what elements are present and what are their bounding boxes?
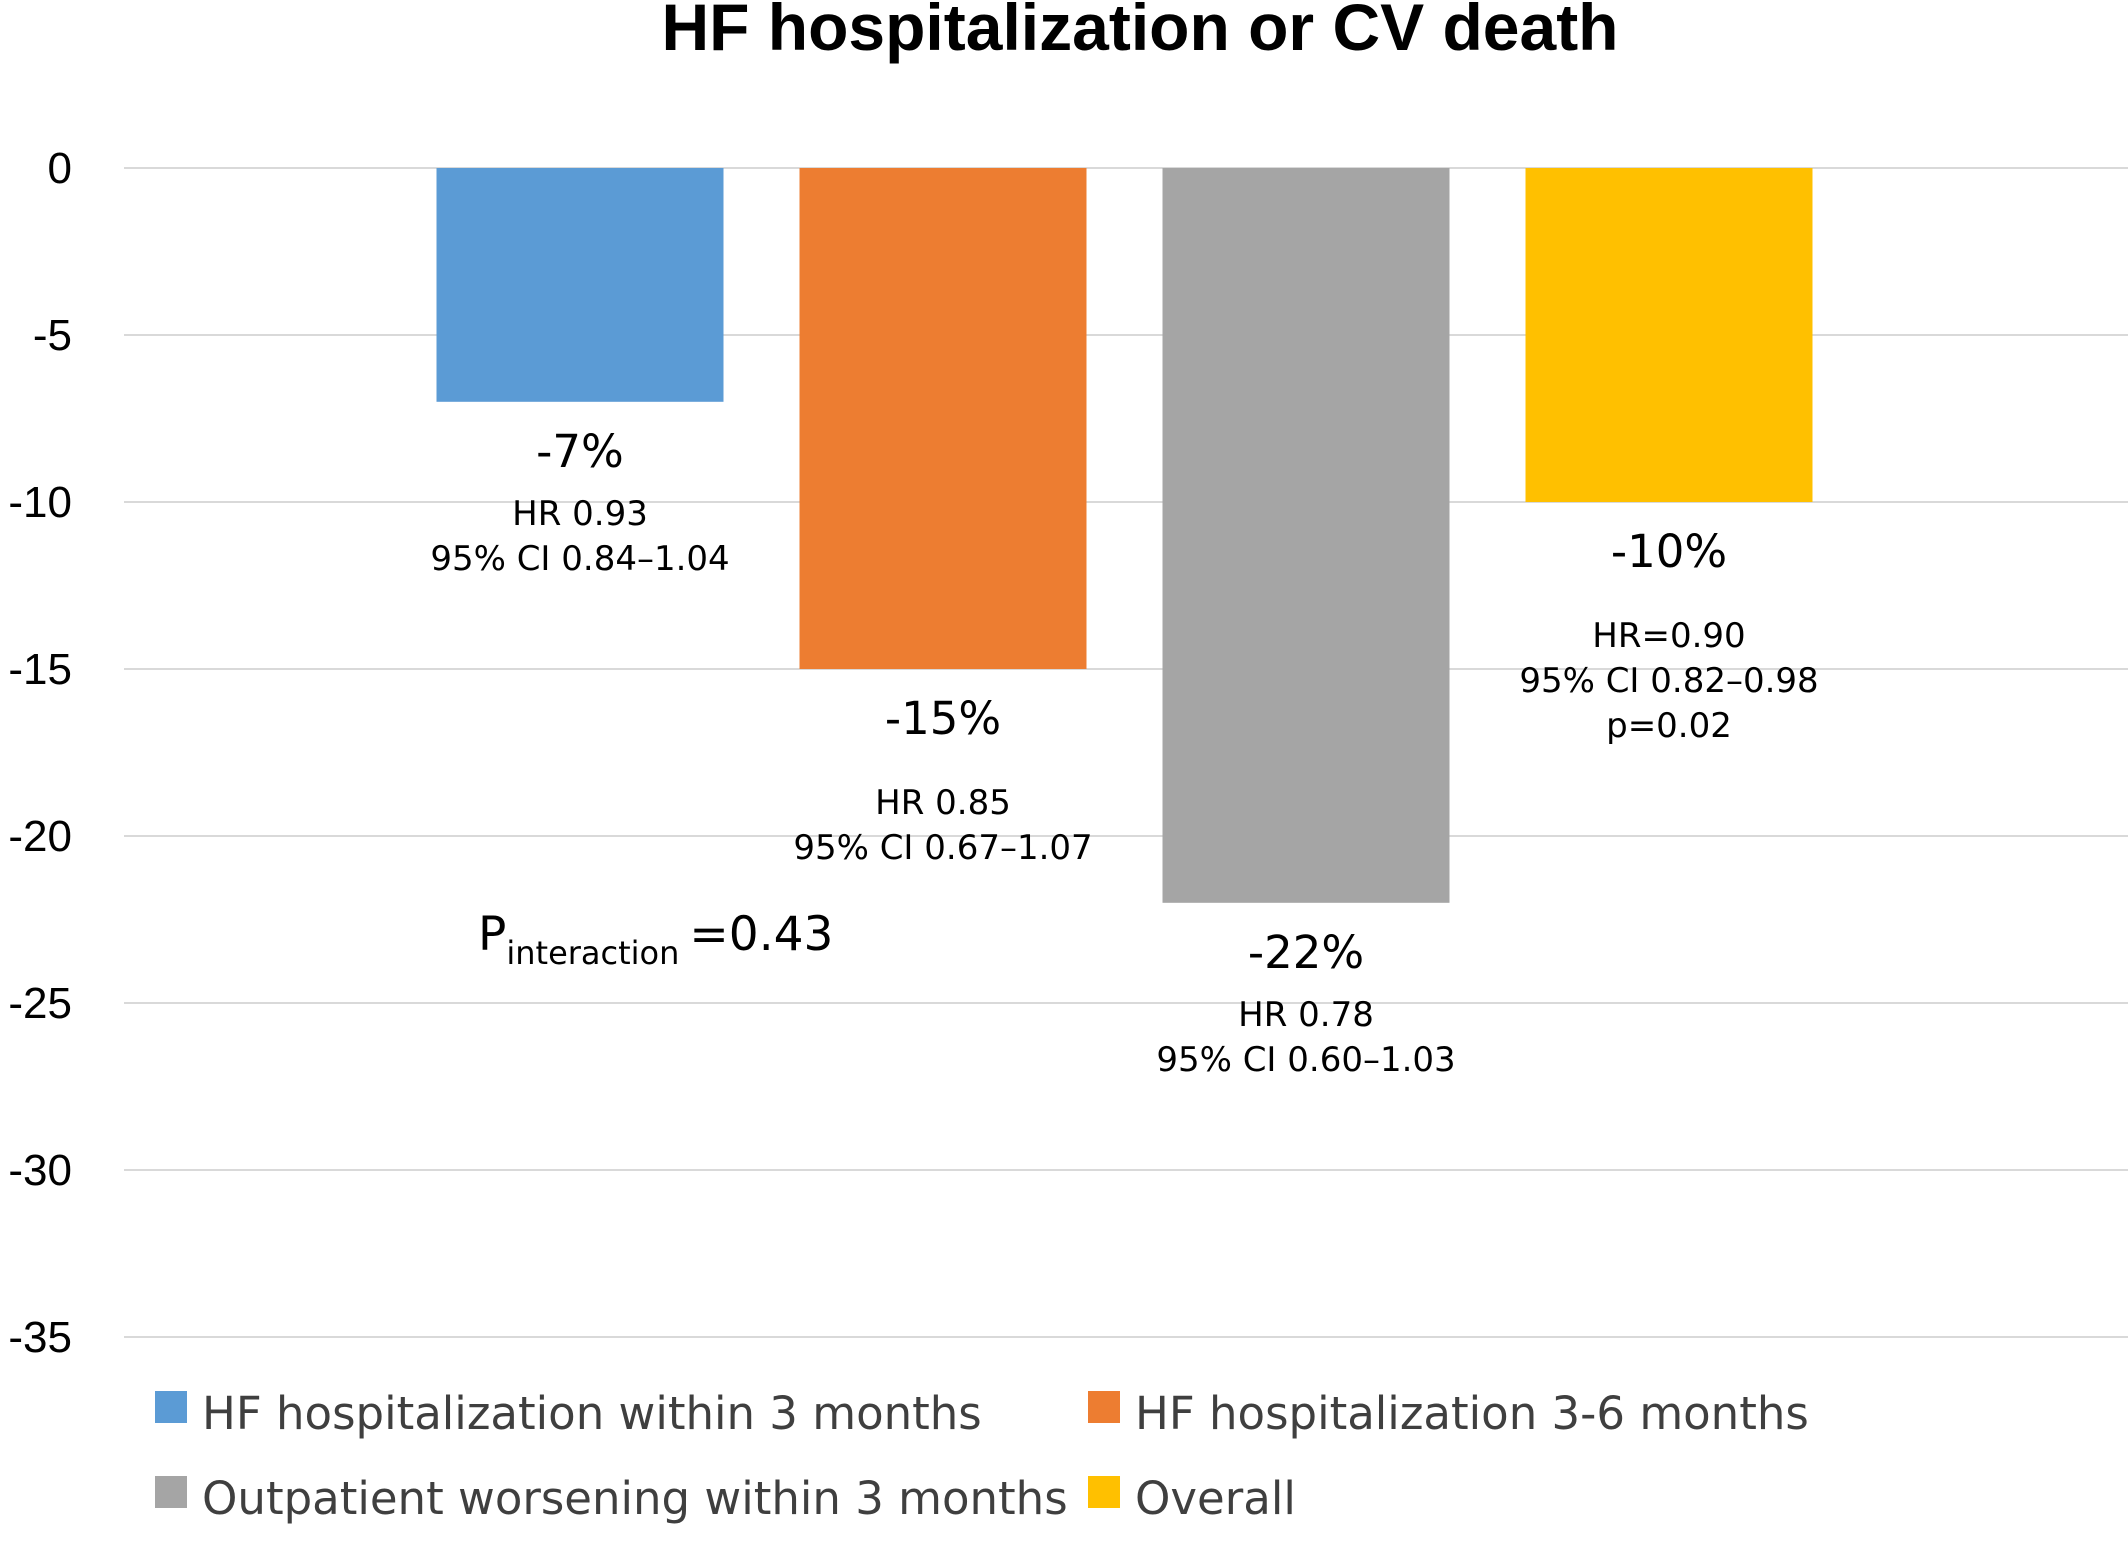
p-interaction-value: =0.43 bbox=[689, 907, 833, 962]
y-tick-label: -10 bbox=[8, 478, 72, 527]
p-interaction-label: Pinteraction =0.43 bbox=[478, 907, 833, 972]
gridlines bbox=[124, 167, 2128, 1338]
data-label-stat: HR=0.90 bbox=[1592, 616, 1745, 656]
legend-label: HF hospitalization within 3 months bbox=[202, 1387, 982, 1440]
legend-label: HF hospitalization 3-6 months bbox=[1135, 1387, 1809, 1440]
legend-swatch bbox=[155, 1476, 187, 1508]
data-label-percent: -22% bbox=[1248, 926, 1364, 979]
y-tick-label: 0 bbox=[48, 144, 72, 193]
data-label-stat: p=0.02 bbox=[1606, 706, 1732, 746]
legend-swatch bbox=[1088, 1476, 1120, 1508]
data-label-percent: -10% bbox=[1611, 525, 1727, 578]
p-interaction-subscript: interaction bbox=[506, 934, 679, 972]
y-axis-ticks: 0 -5 -10 -15 -20 -25 -30 -35 bbox=[8, 144, 72, 1362]
y-tick-label: -35 bbox=[8, 1313, 72, 1362]
legend-swatch bbox=[1088, 1391, 1120, 1423]
data-label-percent: -15% bbox=[885, 692, 1001, 745]
data-label-stat: 95% CI 0.84–1.04 bbox=[430, 539, 729, 579]
data-label-stat: HR 0.78 bbox=[1238, 995, 1374, 1035]
bar bbox=[436, 168, 724, 402]
legend-swatch bbox=[155, 1391, 187, 1423]
p-interaction-symbol: P bbox=[478, 907, 506, 962]
y-tick-label: -25 bbox=[8, 979, 72, 1028]
data-label-stat: 95% CI 0.67–1.07 bbox=[793, 828, 1092, 868]
bars bbox=[436, 168, 1813, 903]
data-label-percent: -7% bbox=[536, 425, 624, 478]
data-label-stat: HR 0.93 bbox=[512, 494, 648, 534]
bar bbox=[799, 168, 1087, 669]
y-tick-label: -20 bbox=[8, 812, 72, 861]
y-tick-label: -15 bbox=[8, 645, 72, 694]
chart-title: HF hospitalization or CV death bbox=[661, 0, 1618, 64]
data-label-stat: HR 0.85 bbox=[875, 783, 1011, 823]
legend: HF hospitalization within 3 months HF hos… bbox=[155, 1387, 1809, 1525]
bar bbox=[1162, 168, 1450, 903]
data-labels: -7% HR 0.93 95% CI 0.84–1.04 -15% HR 0.85 95%… bbox=[430, 425, 1818, 1080]
data-label-stat: 95% CI 0.60–1.03 bbox=[1156, 1040, 1455, 1080]
bar bbox=[1525, 168, 1813, 502]
legend-label: Overall bbox=[1135, 1472, 1296, 1525]
data-label-stat: 95% CI 0.82–0.98 bbox=[1519, 661, 1818, 701]
y-tick-label: -5 bbox=[33, 311, 72, 360]
y-tick-label: -30 bbox=[8, 1146, 72, 1195]
legend-label: Outpatient worsening within 3 months bbox=[202, 1472, 1068, 1525]
